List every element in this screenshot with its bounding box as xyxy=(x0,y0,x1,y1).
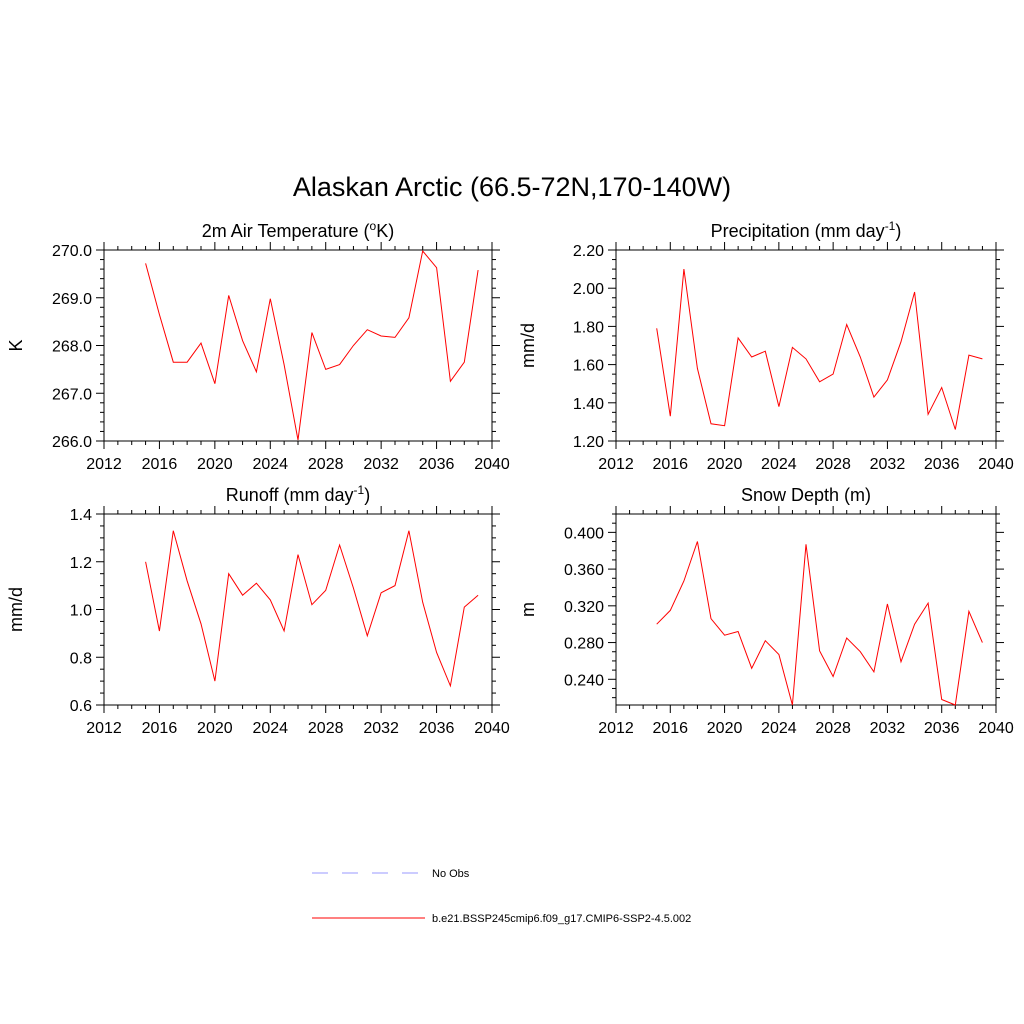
x-tick-label: 2016 xyxy=(142,720,178,737)
x-tick-label: 2028 xyxy=(815,456,851,473)
x-tick-label: 2016 xyxy=(652,456,688,473)
panels: 2m Air Temperature (oK) K 2012 2016 2020 2024… xyxy=(6,219,1014,737)
y-tick-label: 1.2 xyxy=(70,555,92,572)
y-axis-label: m xyxy=(518,602,538,617)
plot-frame xyxy=(615,249,997,442)
x-tick-label: 2028 xyxy=(308,720,344,737)
main-title: Alaskan Arctic (66.5-72N,170-140W) xyxy=(293,172,731,202)
y-tick-label: 0.360 xyxy=(564,562,604,579)
series-line xyxy=(656,541,983,706)
x-tick-label: 2040 xyxy=(978,456,1014,473)
x-tick-label: 2012 xyxy=(86,456,122,473)
panel-title: 2m Air Temperature (oK) xyxy=(202,219,394,241)
x-tick-label: 2012 xyxy=(598,720,634,737)
y-tick-label: 1.20 xyxy=(573,434,604,451)
y-tick-label: 268.0 xyxy=(52,339,92,356)
x-tick-label: 2012 xyxy=(86,720,122,737)
x-tick-label: 2028 xyxy=(815,720,851,737)
x-tick-label: 2020 xyxy=(707,720,743,737)
x-tick-label: 2024 xyxy=(252,720,288,737)
y-tick-label: 269.0 xyxy=(52,291,92,308)
legend-item-1: No Obs xyxy=(312,868,470,880)
x-tick-label: 2016 xyxy=(652,720,688,737)
x-tick-label: 2040 xyxy=(474,720,510,737)
plot-frame xyxy=(103,249,493,442)
y-tick-label: 0.320 xyxy=(564,599,604,616)
x-tick-label: 2028 xyxy=(308,456,344,473)
x-tick-label: 2040 xyxy=(474,456,510,473)
y-axis-label: K xyxy=(6,339,26,351)
y-tick-label: 1.80 xyxy=(573,319,604,336)
x-tick-label: 2020 xyxy=(707,456,743,473)
y-tick-label: 0.240 xyxy=(564,672,604,689)
x-tick-label: 2024 xyxy=(252,456,288,473)
x-tick-label: 2020 xyxy=(197,456,233,473)
x-tick-label: 2040 xyxy=(978,720,1014,737)
chart-panel-2: Precipitation (mm day-1) mm/d 2012 2016 2020… xyxy=(518,219,1014,473)
x-tick-label: 2032 xyxy=(363,456,399,473)
legend-label: b.e21.BSSP245cmip6.f09_g17.CMIP6-SSP2-4.… xyxy=(432,913,691,925)
plot-frame xyxy=(615,513,997,706)
x-tick-label: 2016 xyxy=(142,456,178,473)
x-tick-label: 2012 xyxy=(598,456,634,473)
x-tick-label: 2036 xyxy=(924,456,960,473)
legend-label: No Obs xyxy=(432,868,470,880)
y-tick-label: 1.4 xyxy=(70,507,92,524)
y-tick-label: 0.280 xyxy=(564,636,604,653)
legend: No Obs b.e21.BSSP245cmip6.f09_g17.CMIP6-S… xyxy=(312,868,691,925)
chart-panel-1: 2m Air Temperature (oK) K 2012 2016 2020 2024… xyxy=(6,219,510,473)
chart-panel-3: Runoff (mm day-1) mm/d 2012 2016 2020 2024 202… xyxy=(6,483,510,737)
y-tick-label: 266.0 xyxy=(52,434,92,451)
x-tick-label: 2032 xyxy=(363,720,399,737)
y-tick-label: 2.00 xyxy=(573,281,604,298)
y-tick-label: 1.0 xyxy=(70,603,92,620)
y-tick-label: 267.0 xyxy=(52,386,92,403)
series-line xyxy=(656,269,983,430)
panel-title: Snow Depth (m) xyxy=(741,485,871,505)
x-tick-label: 2032 xyxy=(870,720,906,737)
x-tick-label: 2036 xyxy=(924,720,960,737)
chart-panel-4: Snow Depth (m) m 2012 2016 2020 2024 2028 2032 2… xyxy=(518,485,1014,737)
y-tick-label: 1.60 xyxy=(573,358,604,375)
x-tick-label: 2020 xyxy=(197,720,233,737)
x-tick-label: 2024 xyxy=(761,456,797,473)
y-tick-label: 0.400 xyxy=(564,525,604,542)
x-tick-label: 2036 xyxy=(419,456,455,473)
y-tick-label: 2.20 xyxy=(573,243,604,260)
y-tick-label: 1.40 xyxy=(573,396,604,413)
x-tick-label: 2032 xyxy=(870,456,906,473)
y-axis-label: mm/d xyxy=(6,587,26,632)
x-tick-label: 2024 xyxy=(761,720,797,737)
series-line xyxy=(145,249,479,441)
y-tick-label: 0.6 xyxy=(70,698,92,715)
y-tick-label: 0.8 xyxy=(70,650,92,667)
panel-title: Runoff (mm day-1) xyxy=(226,483,370,505)
y-axis-label: mm/d xyxy=(518,323,538,368)
y-tick-label: 270.0 xyxy=(52,243,92,260)
x-tick-label: 2036 xyxy=(419,720,455,737)
series-line xyxy=(145,530,479,688)
panel-title: Precipitation (mm day-1) xyxy=(711,219,902,241)
legend-item-2: b.e21.BSSP245cmip6.f09_g17.CMIP6-SSP2-4.… xyxy=(312,913,691,925)
